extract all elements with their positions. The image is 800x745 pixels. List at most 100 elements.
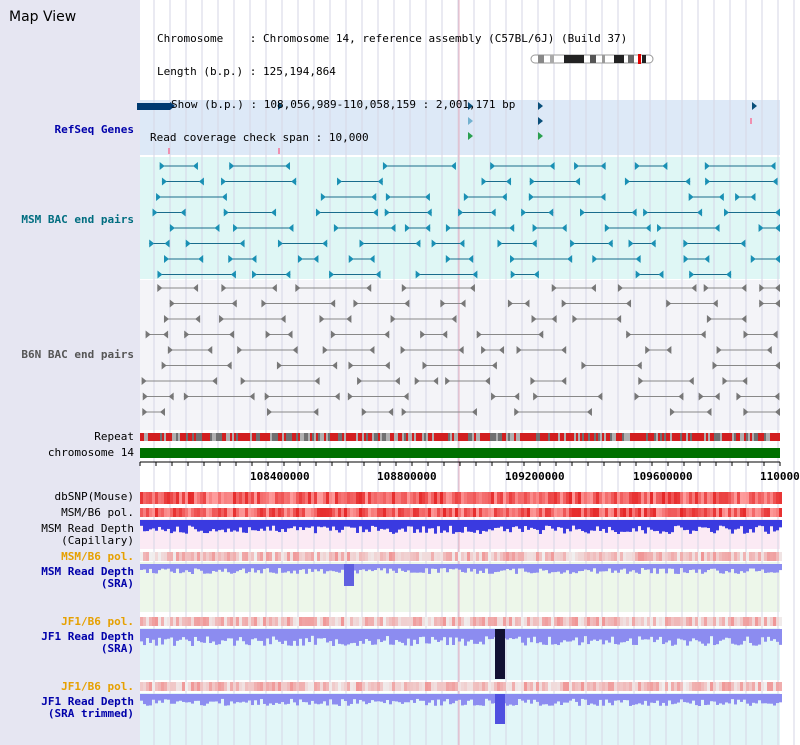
jf1-b6-pol-cell — [611, 617, 614, 626]
msm-bac-pair-end — [775, 208, 780, 217]
msm-sra-depth-bar — [179, 564, 182, 574]
jf1-b6-pol-cell — [431, 682, 434, 691]
track-label-chromosome[interactable]: chromosome 14 — [47, 446, 134, 459]
msm-b6-pol-cell — [749, 552, 752, 561]
msm-capillary-depth-bar — [491, 520, 494, 531]
jf1-sra-depth-bar — [551, 629, 554, 645]
track-label-msm-b6-pol-1[interactable]: MSM/B6 pol. — [61, 506, 134, 519]
track-label-dbsnp[interactable]: dbSNP(Mouse) — [54, 490, 134, 503]
dbsnp-cell — [662, 492, 665, 504]
msm-b6-pol-cell — [152, 508, 155, 517]
msm-bac-pair-end — [574, 162, 580, 170]
msm-sra-depth-bar — [419, 564, 422, 573]
jf1-trim-depth-bar — [203, 694, 206, 706]
jf1-sra-depth-bar — [356, 629, 359, 646]
track-label-jf1-read-depth-sra[interactable]: JF1 Read Depth (SRA) — [41, 631, 134, 655]
b6n-bac-pair-end — [193, 284, 199, 292]
dbsnp-cell — [614, 492, 617, 504]
jf1-sra-depth-bar — [407, 629, 410, 639]
b6n-bac-pair-end — [384, 361, 390, 370]
msm-sra-depth-bar — [206, 564, 209, 574]
jf1-b6-pol-cell — [731, 617, 734, 626]
jf1-sra-depth-bar — [323, 629, 326, 639]
jf1-trim-depth-bar — [728, 694, 731, 704]
jf1-trim-depth-bar — [656, 694, 659, 701]
msm-capillary-depth-bar — [362, 520, 365, 533]
dbsnp-cell — [404, 492, 407, 504]
jf1-trim-depth-bar — [473, 694, 476, 706]
msm-b6-pol-cell — [674, 552, 677, 561]
msm-b6-pol-cell — [650, 508, 653, 517]
jf1-trim-depth-bar — [296, 694, 299, 706]
coverage-label: Read coverage check span — [150, 131, 309, 144]
track-label-msm-bac-end-pairs[interactable]: MSM BAC end pairs — [21, 213, 134, 226]
track-label-jf1-b6-pol-1[interactable]: JF1/B6 pol. — [61, 615, 134, 628]
jf1-b6-pol-cell — [653, 682, 656, 691]
repeat-segment — [668, 433, 670, 441]
jf1-b6-pol-cell — [395, 617, 398, 626]
dbsnp-cell — [719, 492, 722, 504]
jf1-b6-pol-cell — [545, 682, 548, 691]
msm-capillary-depth-bar — [503, 520, 506, 532]
repeat-segment — [750, 433, 752, 441]
jf1-b6-pol-cell — [365, 682, 368, 691]
jf1-trim-depth-bar — [158, 694, 161, 701]
jf1-trim-depth-bar — [620, 694, 623, 703]
msm-b6-pol-cell — [566, 508, 569, 517]
jf1-b6-pol-cell — [572, 617, 575, 626]
msm-bac-pair-end — [445, 224, 451, 232]
msm-sra-depth-bar — [734, 564, 737, 574]
track-label-jf1-read-depth-trimmed[interactable]: JF1 Read Depth (SRA trimmed) — [41, 696, 134, 720]
msm-b6-pol-cell — [608, 508, 611, 517]
jf1-sra-depth-bar — [689, 629, 692, 642]
msm-bac-pair-end — [509, 224, 515, 232]
chromosome-ideogram[interactable] — [530, 54, 656, 64]
track-label-repeat[interactable]: Repeat — [94, 430, 134, 443]
msm-b6-pol-cell — [203, 552, 206, 561]
msm-b6-pol-cell — [410, 552, 413, 561]
b6n-bac-pair-end — [626, 299, 632, 308]
jf1-sra-depth-bar — [581, 629, 584, 643]
track-label-jf1-b6-pol-2[interactable]: JF1/B6 pol. — [61, 680, 134, 693]
jf1-sra-depth-bar — [755, 629, 758, 646]
dbsnp-cell — [395, 492, 398, 504]
jf1-sra-depth-bar — [440, 629, 443, 641]
msm-bac-pair-end — [221, 193, 227, 201]
jf1-b6-pol-cell — [719, 617, 722, 626]
track-label-msm-read-depth-capillary[interactable]: MSM Read Depth (Capillary) — [41, 523, 134, 547]
jf1-sra-depth-bar — [401, 629, 404, 643]
repeat-segment — [264, 433, 266, 441]
jf1-b6-pol-cell — [329, 682, 332, 691]
jf1-trim-depth-bar — [170, 694, 173, 704]
msm-sra-depth-bar — [461, 564, 464, 573]
jf1-sra-depth-bar — [422, 629, 425, 637]
jf1-b6-pol-cell — [272, 682, 275, 691]
jf1-b6-pol-cell — [503, 682, 506, 691]
jf1-trim-depth-bar — [431, 694, 434, 701]
track-label-msm-read-depth-sra[interactable]: MSM Read Depth (SRA) — [41, 566, 134, 590]
msm-sra-depth-bar — [431, 564, 434, 569]
msm-b6-pol-cell — [200, 508, 203, 517]
jf1-sra-depth-bar — [548, 629, 551, 637]
msm-b6-pol-cell — [191, 508, 194, 517]
repeat-segment — [452, 433, 454, 441]
msm-capillary-depth-bar — [182, 520, 185, 533]
jf1-b6-pol-cell — [302, 682, 305, 691]
dbsnp-cell — [305, 492, 308, 504]
b6n-bac-pair-end — [712, 299, 718, 308]
jf1-b6-pol-cell — [638, 617, 641, 626]
msm-capillary-depth-bar — [308, 520, 311, 528]
repeat-segment — [696, 433, 698, 441]
jf1-b6-pol-cell — [437, 682, 440, 691]
jf1-b6-pol-cell — [707, 617, 710, 626]
msm-capillary-depth-bar — [587, 520, 590, 534]
track-label-b6n-bac-end-pairs[interactable]: B6N BAC end pairs — [21, 348, 134, 361]
msm-b6-pol-cell — [173, 508, 176, 517]
dbsnp-cell — [464, 492, 467, 504]
track-label-msm-b6-pol-2[interactable]: MSM/B6 pol. — [61, 550, 134, 563]
track-label-refseq-genes[interactable]: RefSeq Genes — [54, 123, 134, 136]
msm-b6-pol-cell — [626, 552, 629, 561]
jf1-b6-pol-cell — [233, 617, 236, 626]
repeat-segment — [632, 433, 634, 441]
